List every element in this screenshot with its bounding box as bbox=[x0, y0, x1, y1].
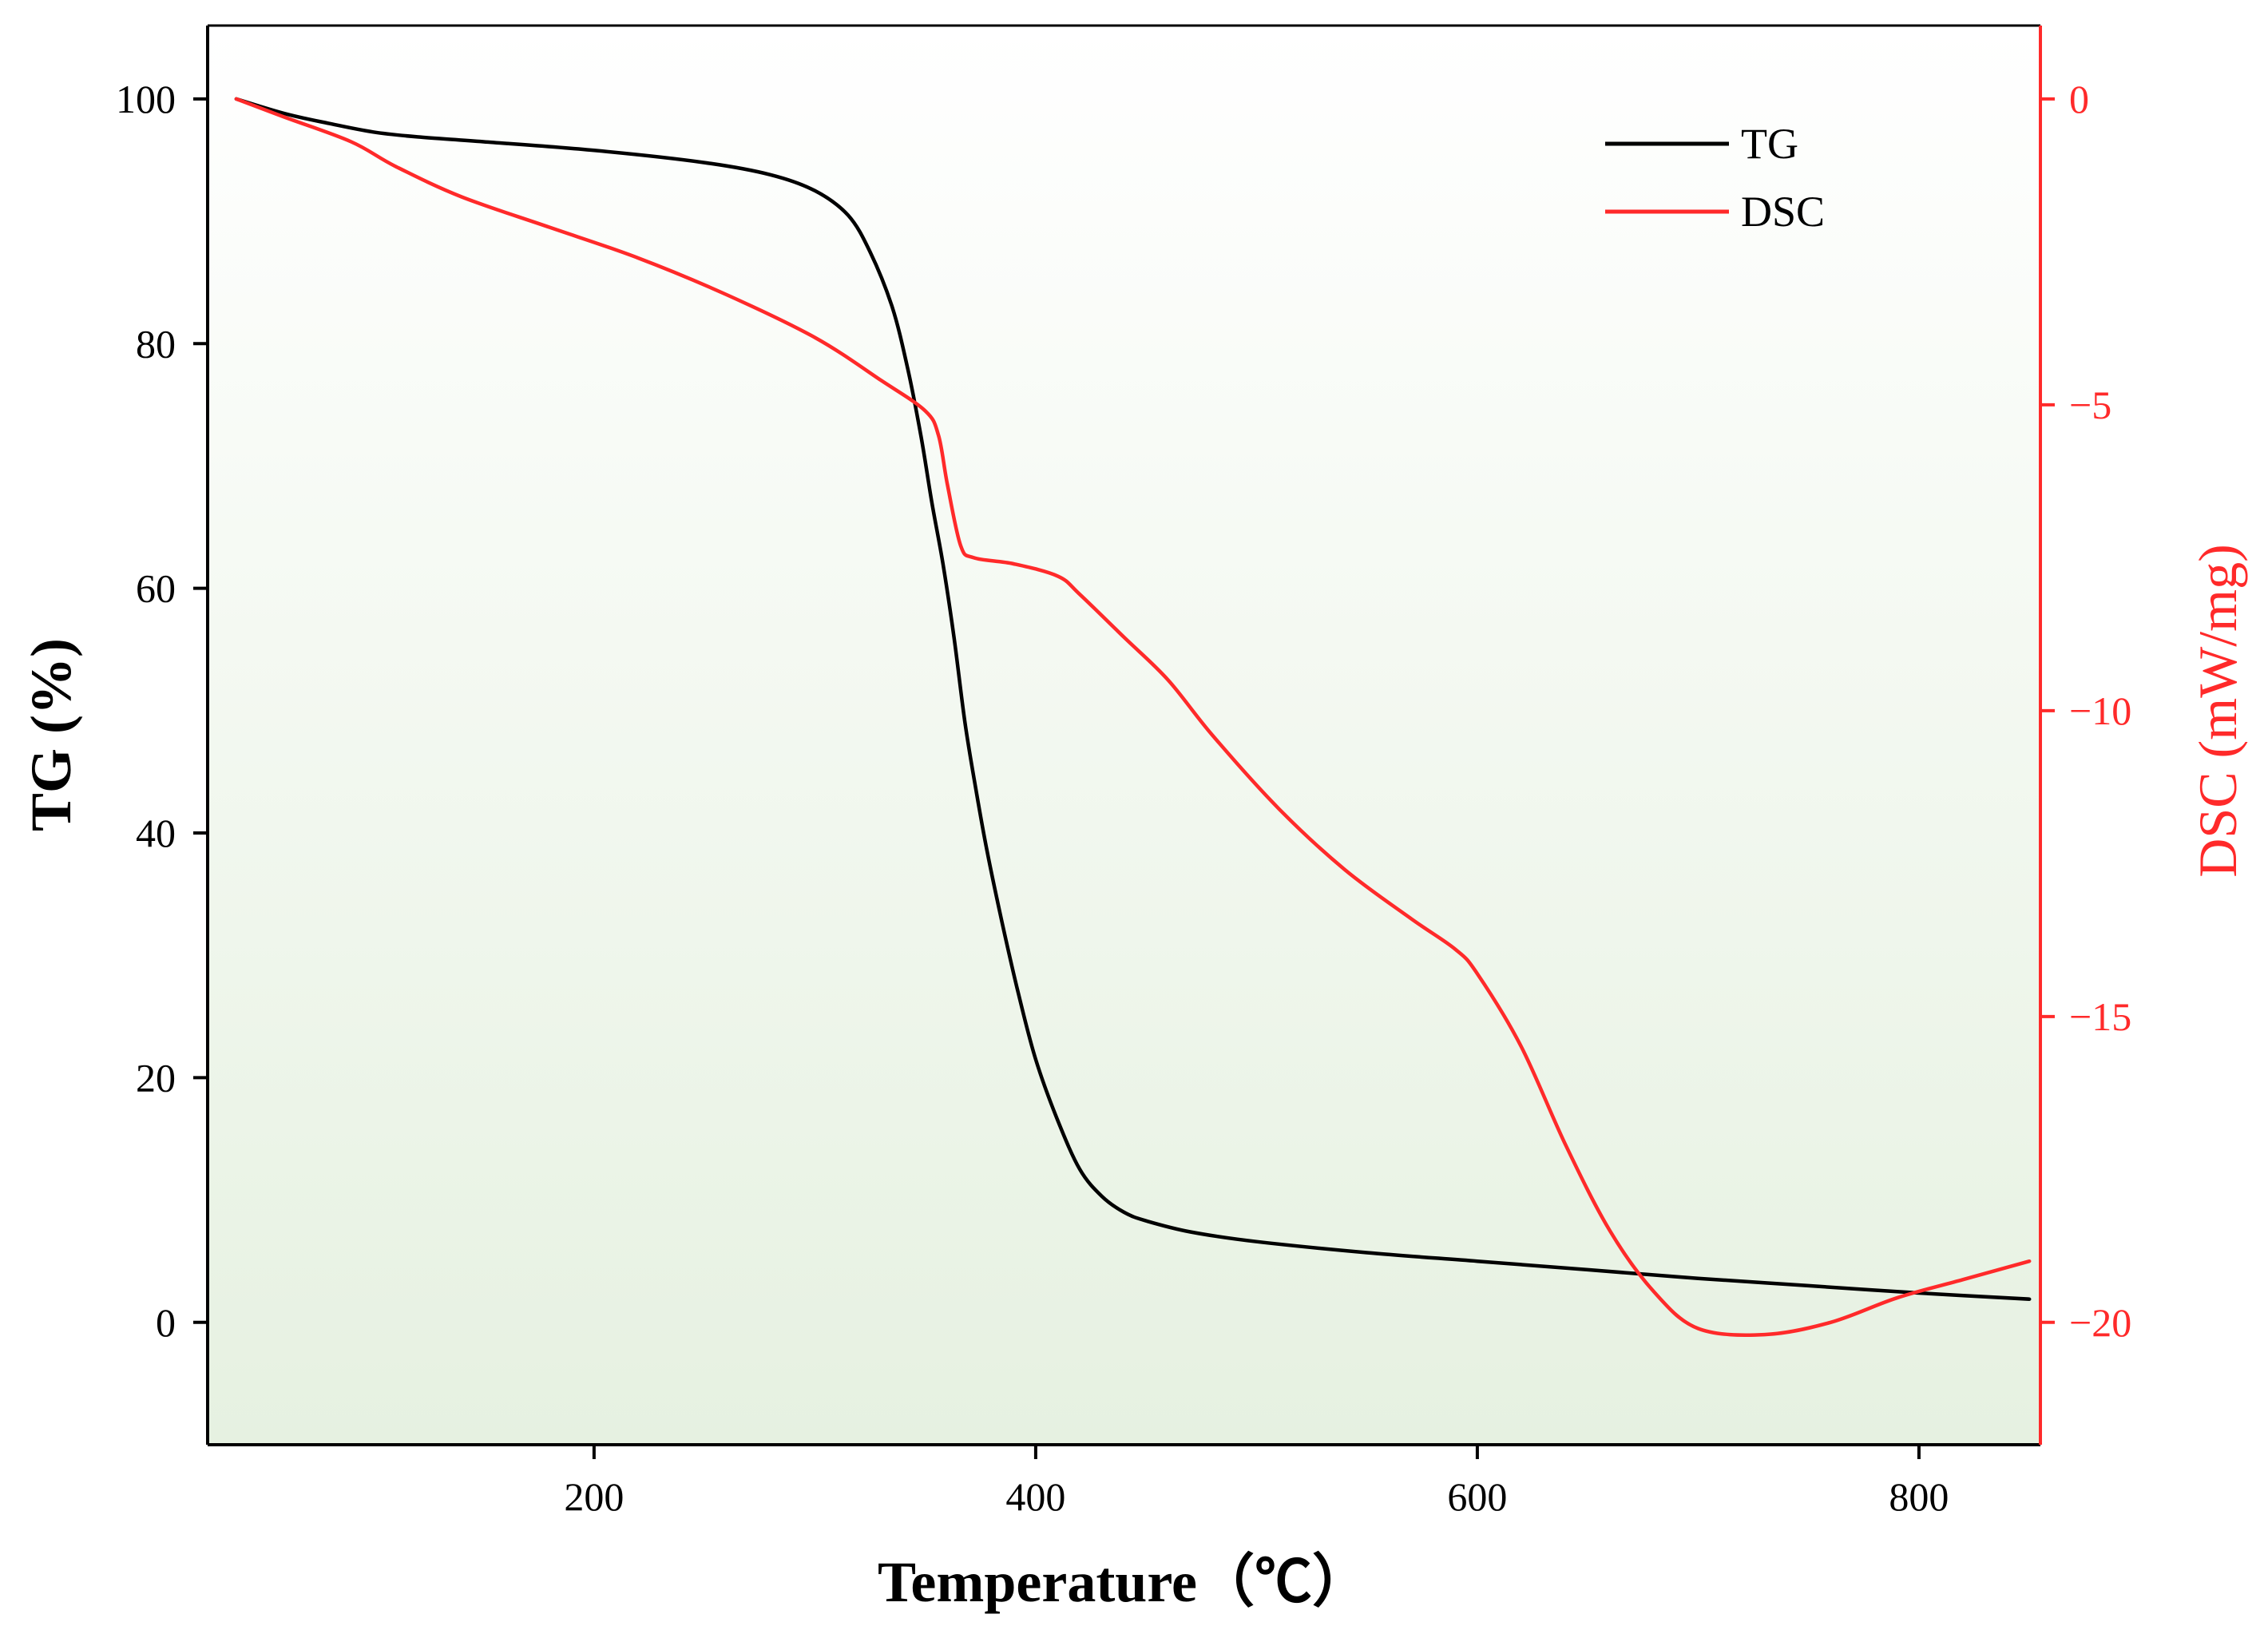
x-tick-label-400: 400 bbox=[1005, 1474, 1065, 1519]
y-left-tick-label-60: 60 bbox=[136, 566, 176, 611]
y-right-axis-title: DSC (mW/mg) bbox=[2187, 544, 2248, 877]
y-left-tick-label-20: 20 bbox=[136, 1055, 176, 1100]
series-line-tg bbox=[234, 97, 2032, 1301]
x-tick-label-800: 800 bbox=[1889, 1474, 1949, 1519]
y-right-tick-label--15: −15 bbox=[2069, 994, 2131, 1039]
legend: TG DSC bbox=[1605, 120, 1825, 236]
y-right-tick-label--10: −10 bbox=[2069, 688, 2131, 733]
y-left-tick-label-40: 40 bbox=[136, 811, 176, 855]
y-left-axis-title: TG (%) bbox=[19, 638, 83, 831]
legend-dsc-label: DSC bbox=[1741, 188, 1825, 236]
x-axis-title: Temperature（℃） bbox=[878, 1550, 1370, 1614]
y-right-tick-label-0: 0 bbox=[2069, 77, 2089, 121]
series-line-dsc bbox=[234, 97, 2032, 1337]
x-tick-label-200: 200 bbox=[564, 1474, 624, 1519]
y-left-tick-label-0: 0 bbox=[156, 1300, 176, 1345]
y-right-tick-label--20: −20 bbox=[2069, 1300, 2131, 1345]
x-tick-label-600: 600 bbox=[1447, 1474, 1507, 1519]
legend-tg-label: TG bbox=[1741, 120, 1798, 168]
y-left-tick-label-80: 80 bbox=[136, 321, 176, 366]
y-right-tick-label--5: −5 bbox=[2069, 383, 2111, 427]
plot-area bbox=[208, 26, 2040, 1445]
y-left-tick-label-100: 100 bbox=[116, 77, 176, 121]
